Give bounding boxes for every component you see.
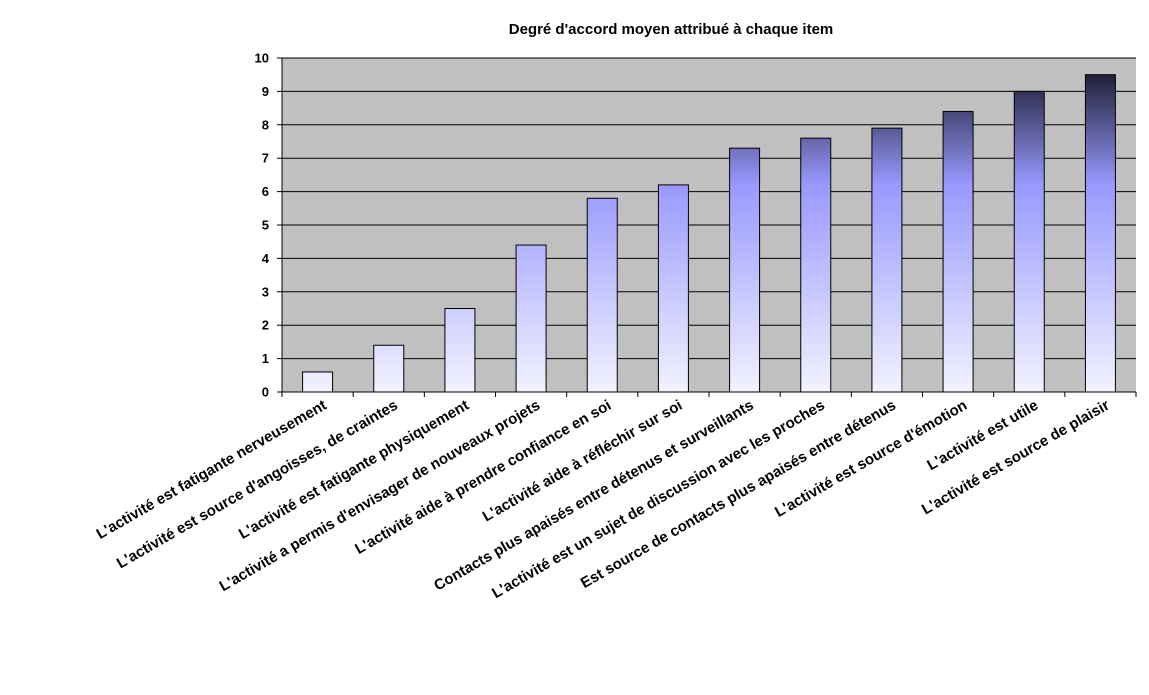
x-category-label: Contacts plus apaisés entre détenus et s…: [431, 397, 756, 595]
x-category-label: L'activité est un sujet de discussion av…: [489, 397, 828, 602]
y-tick-label: 5: [262, 218, 269, 233]
y-tick-label: 7: [262, 151, 269, 166]
bar: [1084, 74, 1116, 393]
y-tick-label: 1: [262, 351, 269, 366]
bar: [800, 137, 832, 393]
y-tick-label: 0: [262, 385, 269, 400]
x-category-label: L'activité aide à prendre confiance en s…: [352, 397, 614, 558]
bar: [871, 127, 903, 393]
bars-group: [302, 74, 1116, 393]
y-tick-label: 10: [255, 51, 269, 66]
y-tick-label: 9: [262, 84, 269, 99]
y-tick-label: 2: [262, 318, 269, 333]
chart-title: Degré d'accord moyen attribué à chaque i…: [509, 21, 834, 38]
bar: [942, 110, 974, 393]
bar: [586, 197, 618, 393]
y-tick-label: 6: [262, 184, 269, 199]
bar: [444, 308, 476, 393]
x-category-label: L'activité a permis d'envisager de nouve…: [217, 397, 544, 595]
y-tick-label: 3: [262, 284, 269, 299]
y-tick-label: 4: [262, 251, 270, 266]
plot-area: [282, 57, 1136, 392]
bar: [657, 184, 689, 393]
y-tick-label: 8: [262, 117, 269, 132]
bar: [373, 344, 405, 393]
category-labels-group: L'activité est fatigante nerveusementL'a…: [93, 397, 1112, 602]
bar: [729, 147, 761, 393]
bar: [515, 244, 547, 393]
bar: [1013, 90, 1045, 393]
axes-group: 0 1 2 3 4 5 6 7 8 9 10: [255, 51, 1137, 400]
bar: [302, 371, 334, 393]
